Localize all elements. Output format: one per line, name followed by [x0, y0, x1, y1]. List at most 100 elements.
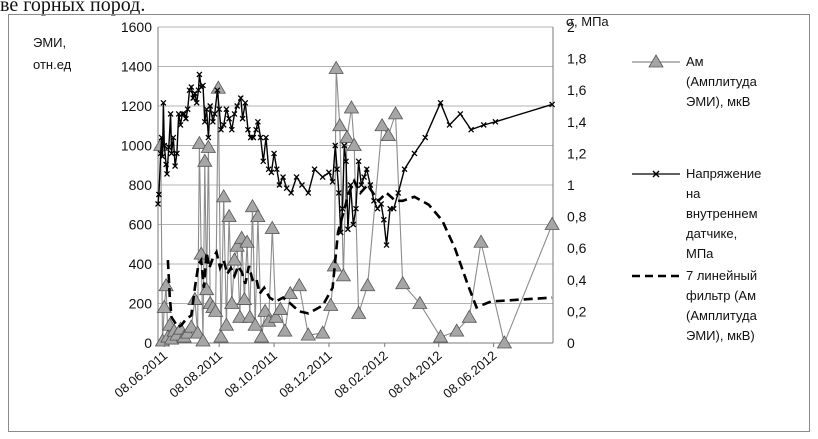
stress-marker: [395, 189, 402, 196]
stress-marker-stroke: [271, 150, 278, 157]
stress-marker: [214, 87, 221, 94]
stress-marker-stroke: [549, 101, 556, 108]
stress-marker-stroke: [446, 122, 453, 128]
stress-marker-stroke: [265, 166, 272, 173]
stress-marker-stroke: [332, 142, 339, 149]
stress-marker: [325, 169, 332, 176]
amplitude-marker: [226, 252, 243, 266]
stress-marker-stroke: [188, 84, 195, 90]
amplitude-marker: [215, 189, 232, 203]
x-tick-label: 08.04.2012: [385, 348, 444, 401]
stress-marker-stroke: [170, 134, 177, 141]
stress-marker: [190, 95, 197, 102]
stress-marker-stroke: [350, 221, 357, 228]
amplitude-marker: [395, 275, 411, 290]
stress-marker-stroke: [220, 122, 227, 128]
amplitude-marker: [461, 309, 478, 323]
stress-marker-stroke: [395, 189, 402, 196]
stress-marker: [170, 134, 177, 141]
stress-marker-stroke: [155, 191, 162, 198]
stress-marker-stroke: [347, 182, 354, 188]
stress-marker-stroke: [172, 163, 179, 169]
stress-marker: [211, 110, 218, 117]
stress-marker: [311, 166, 318, 173]
stress-marker: [177, 122, 184, 128]
stress-marker-stroke: [283, 185, 290, 192]
stress-marker: [155, 191, 162, 198]
stress-marker: [172, 163, 179, 169]
stress-marker: [205, 134, 212, 141]
amplitude-marker: [332, 117, 348, 132]
legend-label-filter: 7 линейный фильтр (Ам (Амплитуда ЭМИ), м…: [686, 268, 758, 343]
stress-marker-stroke: [190, 95, 197, 102]
stress-marker: [223, 106, 230, 113]
stress-marker-stroke: [155, 201, 161, 207]
stress-marker-stroke: [401, 166, 408, 173]
stress-marker: [160, 99, 167, 106]
stress-marker: [343, 158, 350, 165]
stress-marker-stroke: [165, 144, 172, 151]
stress-marker: [358, 182, 365, 188]
stress-marker-stroke: [207, 103, 214, 109]
left-tick-label: 1600: [121, 19, 152, 35]
stress-marker: [319, 174, 326, 181]
amplitude-marker: [191, 135, 208, 149]
amplitude-marker: [158, 277, 174, 292]
stress-marker-stroke: [173, 150, 180, 157]
stress-marker-stroke: [374, 205, 381, 212]
stress-marker-stroke: [280, 174, 287, 181]
stress-marker: [231, 110, 238, 117]
stress-marker: [268, 169, 275, 176]
stress-marker: [200, 82, 206, 89]
left-tick-label: 1400: [121, 59, 152, 75]
stress-marker-stroke: [457, 110, 464, 117]
stress-marker-stroke: [164, 170, 170, 177]
stress-marker: [163, 161, 170, 168]
right-tick-label: 1,2: [567, 145, 587, 161]
stress-marker-stroke: [234, 103, 241, 109]
stress-marker-stroke: [422, 134, 429, 141]
left-tick-label: 1200: [121, 98, 152, 114]
stress-marker: [173, 150, 180, 157]
left-axis-label-line1: ЭМИ,: [33, 35, 67, 50]
left-tick-label: 1000: [121, 138, 152, 154]
stress-marker: [164, 170, 170, 177]
stress-marker-stroke: [228, 126, 235, 133]
left-axis-label-line2: отн.ед: [33, 57, 72, 72]
stress-marker: [305, 189, 312, 196]
series-1: [155, 71, 556, 248]
stress-marker: [549, 101, 556, 108]
stress-marker-stroke: [196, 71, 203, 78]
stress-marker-stroke: [157, 150, 164, 157]
amplitude-marker: [156, 299, 172, 313]
stress-marker-stroke: [211, 110, 218, 117]
stress-marker-stroke: [186, 87, 193, 94]
amplitude-marker: [200, 139, 217, 153]
left-tick-label: 800: [129, 177, 153, 193]
right-tick-label: 2: [567, 19, 575, 35]
stress-marker: [263, 134, 269, 141]
stress-marker-stroke: [263, 134, 269, 141]
stress-marker-stroke: [390, 205, 397, 212]
stress-marker-stroke: [159, 153, 166, 160]
stress-marker-stroke: [276, 182, 283, 188]
stress-marker: [437, 99, 444, 106]
amplitude-marker: [187, 291, 203, 305]
stress-marker-stroke: [344, 226, 351, 233]
stress-marker: [367, 182, 374, 188]
amplitude-marker: [291, 277, 307, 292]
amplitude-marker: [300, 327, 316, 341]
stress-marker-stroke: [335, 189, 342, 196]
stress-marker-stroke: [260, 158, 267, 165]
stress-marker: [207, 103, 214, 109]
stress-marker-stroke: [361, 174, 368, 181]
stress-marker-stroke: [205, 134, 212, 141]
stress-marker-stroke: [201, 118, 208, 125]
amplitude-marker: [236, 291, 253, 305]
amplitude-marker: [359, 277, 376, 292]
stress-marker-stroke: [209, 118, 216, 125]
stress-marker-stroke: [177, 122, 184, 128]
stress-marker-stroke: [334, 166, 341, 173]
